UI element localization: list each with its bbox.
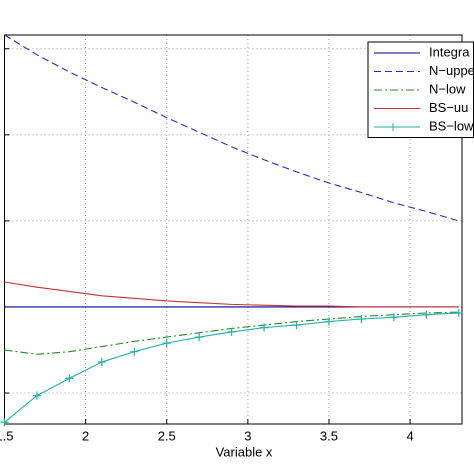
marker (130, 347, 139, 356)
series-line (4, 34, 459, 222)
marker (162, 339, 171, 348)
axes-frame (4, 34, 463, 425)
legend-label: BS−uu (429, 100, 468, 115)
x-tick-label: 3 (244, 428, 251, 443)
marker (32, 391, 41, 400)
legend-label: N−low (429, 81, 466, 96)
marker (195, 333, 204, 342)
marker (65, 374, 74, 383)
marker (454, 308, 463, 317)
series-line (4, 281, 459, 308)
x-tick-label: 2 (82, 428, 89, 443)
marker (357, 315, 366, 324)
legend-label: N−uppe (429, 63, 474, 78)
marker (422, 310, 431, 319)
marker (227, 327, 236, 336)
marker (97, 358, 106, 367)
marker (0, 418, 9, 427)
legend-marker (389, 123, 397, 131)
marker (292, 321, 301, 330)
x-tick-label: 4 (406, 428, 413, 443)
legend-label: Integra (429, 44, 470, 59)
legend-label: BS−low (429, 118, 474, 133)
x-tick-label: 2.5 (158, 428, 176, 443)
marker (389, 313, 398, 322)
marker (260, 323, 269, 332)
x-tick-label: 3.5 (320, 428, 338, 443)
x-axis-label: Variable x (216, 444, 273, 459)
x-tick-label: 1.5 (0, 428, 14, 443)
marker (324, 317, 333, 326)
